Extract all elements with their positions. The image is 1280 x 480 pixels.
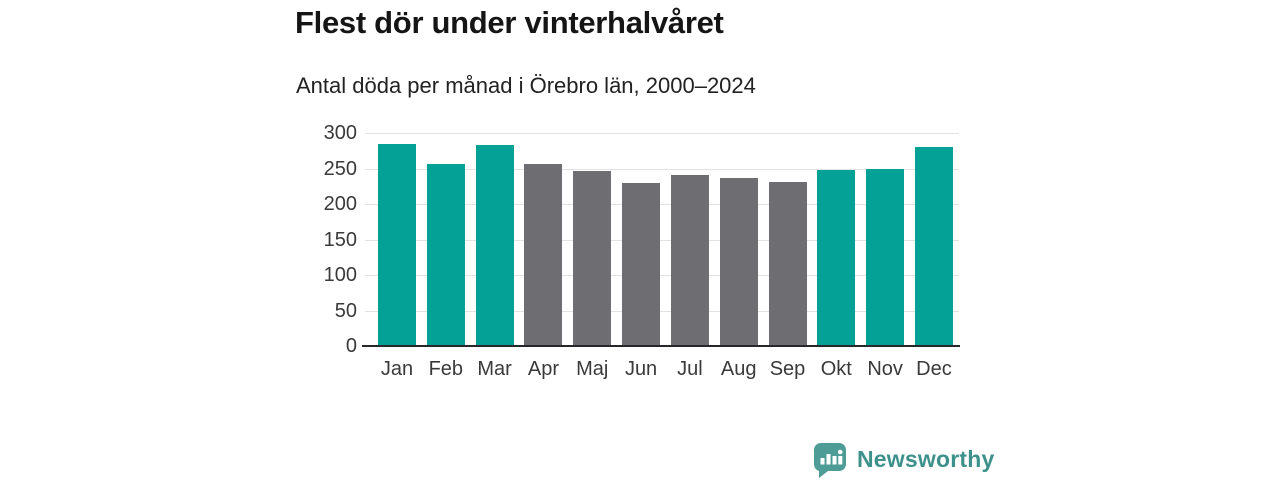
bar-Feb (426, 164, 465, 346)
bar-Dec (914, 147, 953, 346)
y-tick-label-250: 250 (323, 157, 357, 180)
newsworthy-logo-text: Newsworthy (857, 446, 995, 472)
x-axis-baseline (362, 345, 960, 347)
y-tick-label-100: 100 (323, 264, 357, 286)
chart-subtitle: Antal döda per månad i Örebro län, 2000–… (296, 73, 756, 98)
y-axis: 0 50 100 150 200 250 300 (280, 123, 357, 356)
gridline-100 (365, 275, 959, 276)
bar-Jan (378, 144, 416, 346)
bar-Apr (524, 164, 563, 346)
gridline-200 (365, 204, 959, 205)
bar-Mar (475, 145, 514, 346)
x-tick-label-Apr: Apr (527, 358, 559, 380)
x-tick-label-Nov: Nov (867, 358, 903, 380)
plot-area (362, 133, 960, 347)
bar-Okt (817, 169, 856, 346)
y-tick-label-150: 150 (323, 228, 357, 251)
bar-Jun (622, 183, 661, 346)
gridline-250 (365, 168, 959, 170)
x-tick-label-Sep: Sep (769, 358, 806, 380)
x-tick-label-Mar: Mar (477, 358, 512, 380)
y-tick-label-50: 50 (334, 299, 357, 322)
x-tick-label-Okt: Okt (820, 358, 852, 380)
newsworthy-logo: Newsworthy (812, 441, 994, 478)
chart-title: Flest dör under vinterhalvåret (295, 5, 724, 40)
y-tick-label-0: 0 (345, 335, 357, 357)
y-tick-label-300: 300 (323, 122, 357, 144)
gridline-300 (365, 133, 959, 134)
x-tick-label-Maj: Maj (576, 358, 609, 380)
bar-Jul (670, 174, 709, 346)
bar-Maj (573, 170, 612, 346)
y-tick-label-200: 200 (323, 193, 357, 215)
x-tick-label-Jul: Jul (677, 358, 703, 380)
x-axis: Jan Feb Mar Apr Maj Jun Jul Aug Sep Okt Nov Dec (365, 358, 959, 386)
gridline-50 (365, 310, 959, 312)
bars-row (365, 133, 959, 346)
x-tick-label-Dec: Dec (916, 358, 952, 380)
gridline-150 (365, 239, 959, 241)
newsworthy-logo-icon (814, 443, 846, 478)
x-tick-label-Aug: Aug (720, 358, 757, 380)
x-tick-label-Jun: Jun (624, 358, 658, 380)
bar-Nov (866, 169, 905, 346)
bar-Sep (768, 182, 807, 346)
x-tick-label-Feb: Feb (428, 358, 464, 380)
bar-Aug (719, 177, 758, 346)
x-tick-label-Jan: Jan (380, 358, 414, 380)
